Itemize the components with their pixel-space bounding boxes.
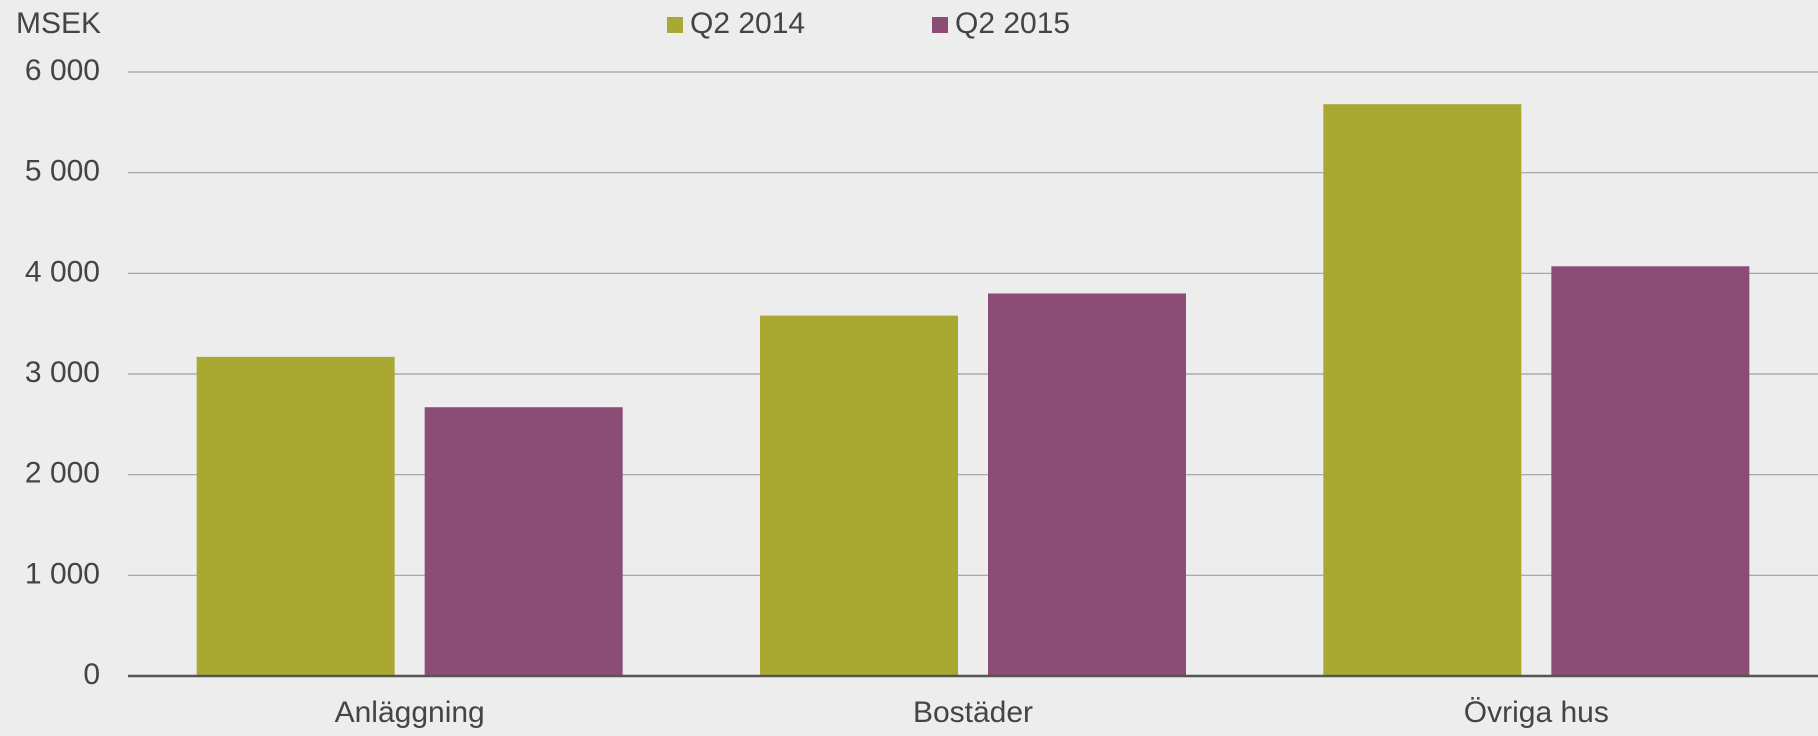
legend-swatch [932,17,948,33]
y-tick-label: 2 000 [25,457,100,490]
y-tick-label: 6 000 [25,54,100,87]
y-tick-label: 4 000 [25,255,100,288]
y-axis-label: MSEK [16,7,101,40]
bar [988,293,1186,676]
bar [1551,266,1750,676]
x-tick-label: Övriga hus [1464,696,1609,729]
y-tick-label: 5 000 [25,155,100,188]
y-tick-label: 3 000 [25,356,100,389]
y-tick-label: 0 [83,658,100,691]
x-tick-label: Anläggning [335,696,485,729]
y-tick-label: 1 000 [25,557,100,590]
bar [1323,104,1522,677]
bar [424,407,623,676]
bar [196,356,395,676]
legend-swatch [667,17,683,33]
legend-label: Q2 2015 [955,7,1070,40]
legend-label: Q2 2014 [690,7,805,40]
bar [760,315,958,676]
x-tick-label: Bostäder [913,696,1033,729]
